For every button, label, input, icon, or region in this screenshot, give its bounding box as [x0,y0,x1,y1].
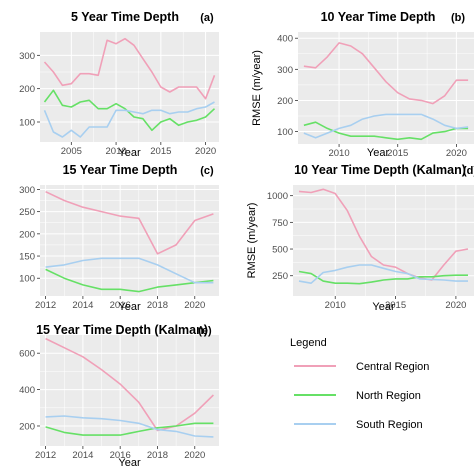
x-tick-label: 2020 [184,300,205,311]
y-tick-label: 100 [19,274,35,285]
x-tick-label: 2005 [61,146,82,157]
panel-title: 5 Year Time Depth [71,10,179,24]
y-tick-label: 300 [19,185,35,196]
y-tick-label: 100 [277,127,293,138]
x-tick-label: 2012 [35,300,56,311]
panel-label: (b) [451,12,465,24]
y-tick-label: 200 [19,84,35,95]
y-tick-label: 200 [19,229,35,240]
x-tick-label: 2016 [110,300,131,311]
y-tick-label: 400 [277,34,293,45]
series-line-central [45,190,214,255]
y-tick-label: 250 [272,271,288,282]
x-tick-label: 2020 [446,148,467,159]
y-tick-label: 300 [277,65,293,76]
legend: Legend Central Region North Region South… [290,337,429,431]
chart-panel-2: 100 200 300 400 2010 2015 2020 10 Year Time Dep… [251,10,474,159]
y-tick-label: 500 [272,245,288,256]
y-tick-label: 200 [277,96,293,107]
x-tick-label: 2020 [195,146,216,157]
y-tick-label: 150 [19,252,35,263]
series-line-central [298,188,469,281]
y-axis-label: RMSE (m/year) [246,203,258,279]
series-line-north [303,121,469,141]
y-axis-label: RMSE (m/year) [251,50,263,126]
y-tick-label: 200 [19,421,35,432]
x-axis-label: Year [118,147,141,159]
plot-background [40,335,219,446]
x-tick-label: 2020 [184,450,205,461]
x-tick-label: 2014 [72,300,93,311]
series-line-central [43,37,216,100]
x-tick-label: 2012 [35,450,56,461]
series-line-south [298,264,468,285]
x-tick-label: 2018 [147,300,168,311]
x-tick-label: 2018 [147,450,168,461]
plot-background [293,185,474,296]
y-tick-label: 100 [19,118,35,129]
series-line-central [303,42,469,105]
series-line-south [45,257,214,284]
y-tick-label: 250 [19,207,35,218]
x-tick-label: 2010 [325,300,346,311]
panel-title: 10 Year Time Depth (Kalman) [294,163,466,177]
series-line-central [45,337,214,432]
series-line-north [43,89,216,132]
panel-label: (a) [200,12,214,24]
legend-title: Legend [290,337,327,349]
y-tick-label: 750 [272,218,288,229]
x-tick-label: 2010 [106,146,127,157]
x-axis-label: Year [372,301,395,313]
chart-panel-5: 200 400 600 2012 2014 2016 2018 2020 15 Year Tim… [19,323,219,469]
x-axis-label: Year [367,147,390,159]
y-tick-label: 1000 [267,191,288,202]
chart-panels: 100 200 300 2005 2010 2015 2020 5 Year Time Dep… [19,10,474,469]
panel-label: (d) [463,165,474,177]
series-line-north [45,268,214,293]
y-tick-label: 300 [19,51,35,62]
panel-label: (c) [200,165,214,177]
legend-label-north: North Region [356,390,421,402]
plot-background [40,185,219,296]
x-axis-label: Year [118,301,141,313]
chart-panel-1: 100 200 300 2005 2010 2015 2020 5 Year Time Dep… [19,10,219,159]
legend-label-south: South Region [356,419,423,431]
x-tick-label: 2020 [445,300,466,311]
x-axis-label: Year [118,457,141,469]
series-line-south [43,101,215,138]
x-tick-label: 2014 [72,450,93,461]
panel-title: 15 Year Time Depth (Kalman) [36,323,208,337]
series-line-north [298,270,468,285]
panel-title: 10 Year Time Depth [321,10,436,24]
chart-panel-4: 250 500 750 1000 2010 2015 2020 10 Year Time De… [246,163,474,313]
x-tick-label: 2016 [110,450,131,461]
x-tick-label: 2015 [385,300,406,311]
panel-title: 15 Year Time Depth [63,163,178,177]
chart-panel-3: 100 150 200 250 300 2012 2014 2016 2018 2020 15 Ye… [19,163,219,313]
panel-label: (e) [198,325,212,337]
series-line-south [45,415,214,438]
legend-label-central: Central Region [356,361,429,373]
y-tick-label: 400 [19,385,35,396]
series-line-south [303,113,469,139]
x-tick-label: 2015 [150,146,171,157]
x-tick-label: 2010 [328,148,349,159]
x-tick-label: 2015 [387,148,408,159]
series-line-north [45,422,214,436]
y-tick-label: 600 [19,349,35,360]
